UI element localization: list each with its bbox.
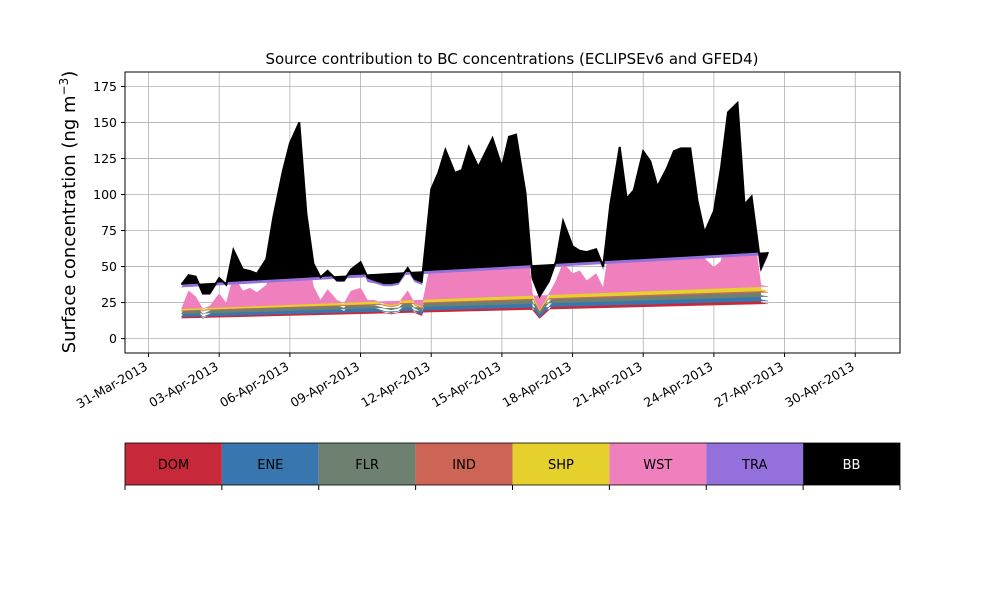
y-axis-label: Surface concentration (ng m−3) [57, 71, 80, 354]
legend-swatch-wst [609, 443, 707, 485]
legend-label-dom: DOM [158, 458, 189, 473]
x-tick-label: 15-Apr-2013 [429, 359, 503, 411]
y-tick-label: 0 [109, 331, 117, 346]
x-tick-label: 31-Mar-2013 [74, 359, 150, 412]
legend-swatch-ene [221, 443, 319, 485]
legend-label-ene: ENE [257, 458, 283, 473]
total-outline [180, 100, 770, 299]
stacked-areas [180, 100, 770, 319]
legend-swatch-flr [318, 443, 416, 485]
plot-frame [124, 71, 901, 354]
legend-label-bb: BB [843, 458, 861, 473]
x-tick-label: 18-Apr-2013 [500, 359, 574, 411]
y-tick-label: 175 [93, 79, 117, 94]
y-axis-label-close: ) [59, 71, 80, 78]
y-axis-label-main: Surface concentration (ng m [59, 95, 80, 353]
chart-title: Source contribution to BC concentrations… [265, 50, 758, 68]
y-tick-label: 100 [93, 187, 117, 202]
y-tick-label: 25 [101, 295, 117, 310]
x-tick-label: 03-Apr-2013 [146, 359, 220, 411]
legend-swatch-tra [706, 443, 804, 485]
legend-colorbar: DOM ENE FLR IND SHP WST TRA BB [124, 442, 901, 490]
legend-label-shp: SHP [548, 458, 574, 473]
legend-label-ind: IND [452, 458, 476, 473]
x-axis: 31-Mar-201303-Apr-201306-Apr-201309-Apr-… [74, 353, 857, 411]
y-axis-label-superscript: −3 [57, 78, 71, 96]
legend-label-tra: TRA [741, 458, 767, 473]
legend-swatch-shp [512, 443, 610, 485]
x-tick-label: 09-Apr-2013 [288, 359, 362, 411]
y-tick-label: 75 [101, 223, 117, 238]
legend-swatch-ind [415, 443, 513, 485]
y-tick-label: 150 [93, 115, 117, 130]
legend-frame [124, 442, 901, 486]
x-tick-label: 27-Apr-2013 [712, 359, 786, 411]
x-tick-label: 24-Apr-2013 [641, 359, 715, 411]
x-tick-label: 30-Apr-2013 [782, 359, 856, 411]
legend-label-flr: FLR [355, 458, 379, 473]
x-tick-label: 06-Apr-2013 [217, 359, 291, 411]
x-tick-label: 12-Apr-2013 [358, 359, 432, 411]
x-tick-label: 21-Apr-2013 [570, 359, 644, 411]
y-axis: 0 25 50 75 100 125 150 175 [93, 79, 125, 346]
legend-swatch-bb [803, 443, 900, 485]
legend-label-wst: WST [643, 458, 672, 473]
legend-swatch-dom [125, 443, 222, 485]
y-tick-label: 125 [93, 151, 117, 166]
y-tick-label: 50 [101, 259, 117, 274]
